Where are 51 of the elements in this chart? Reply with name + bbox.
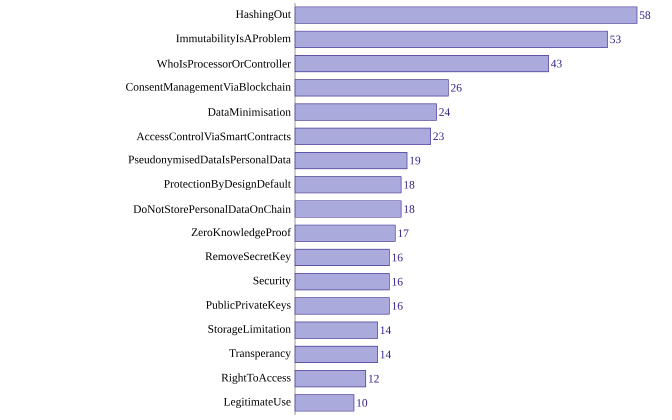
data-label: 12 bbox=[368, 374, 379, 382]
y-tick-label: HashingOut bbox=[236, 10, 291, 20]
data-label: 24 bbox=[439, 108, 450, 116]
data-label: 16 bbox=[392, 302, 403, 310]
y-tick-label: PseudonymisedDataIsPersonalData bbox=[128, 155, 291, 166]
y-tick-label: RemoveSecretKey bbox=[205, 252, 291, 262]
data-label: 26 bbox=[451, 84, 462, 92]
bar bbox=[294, 55, 549, 72]
bar bbox=[294, 273, 390, 290]
data-label: 53 bbox=[610, 36, 621, 44]
y-tick-label: Security bbox=[254, 276, 291, 287]
y-tick-label: RightToAccess bbox=[221, 373, 291, 384]
data-label: 18 bbox=[404, 180, 414, 189]
data-label: 58 bbox=[640, 11, 650, 19]
y-tick-label: StorageLimitation bbox=[208, 325, 291, 336]
data-label: 18 bbox=[404, 205, 414, 213]
bar bbox=[294, 104, 437, 121]
y-tick-label: ConsentManagementViaBlockchain bbox=[126, 82, 291, 94]
data-label: 16 bbox=[392, 278, 403, 286]
data-label: 19 bbox=[410, 156, 420, 164]
bar bbox=[294, 394, 354, 412]
bar bbox=[294, 370, 366, 388]
data-label: 23 bbox=[433, 132, 444, 140]
y-tick-label: WhoIsProcessorOrController bbox=[156, 60, 291, 68]
bar bbox=[294, 200, 402, 218]
bar bbox=[294, 297, 390, 314]
y-tick-label: ZeroKnowledgeProof bbox=[192, 228, 291, 239]
data-label: 14 bbox=[380, 350, 392, 358]
y-tick-label: ProtectionByDesignDefault bbox=[164, 180, 291, 190]
y-tick-label: PublicPrivateKeys bbox=[206, 300, 291, 312]
bar bbox=[294, 248, 390, 266]
bar bbox=[294, 346, 378, 363]
bar bbox=[294, 6, 638, 24]
data-label: 17 bbox=[398, 229, 409, 238]
data-label: 14 bbox=[380, 326, 392, 334]
data-label: 16 bbox=[392, 254, 403, 262]
bar bbox=[294, 224, 396, 242]
bar bbox=[294, 322, 378, 339]
bar bbox=[294, 176, 402, 194]
data-label: 10 bbox=[357, 399, 368, 407]
bar bbox=[294, 128, 431, 145]
y-tick-label: LegitimateUse bbox=[224, 398, 291, 408]
bar bbox=[294, 30, 608, 48]
bar bbox=[294, 152, 408, 170]
y-tick-label: DoNotStorePersonalDataOnChain bbox=[133, 204, 291, 214]
bar bbox=[294, 79, 449, 96]
y-tick-label: Transperancy bbox=[229, 349, 291, 360]
y-tick-label: ImmutabilityIsAProblem bbox=[176, 34, 291, 45]
y-tick-label: AccessControlViaSmartContracts bbox=[136, 132, 291, 140]
data-label: 43 bbox=[550, 60, 562, 68]
y-tick-label: DataMinimisation bbox=[208, 108, 291, 116]
